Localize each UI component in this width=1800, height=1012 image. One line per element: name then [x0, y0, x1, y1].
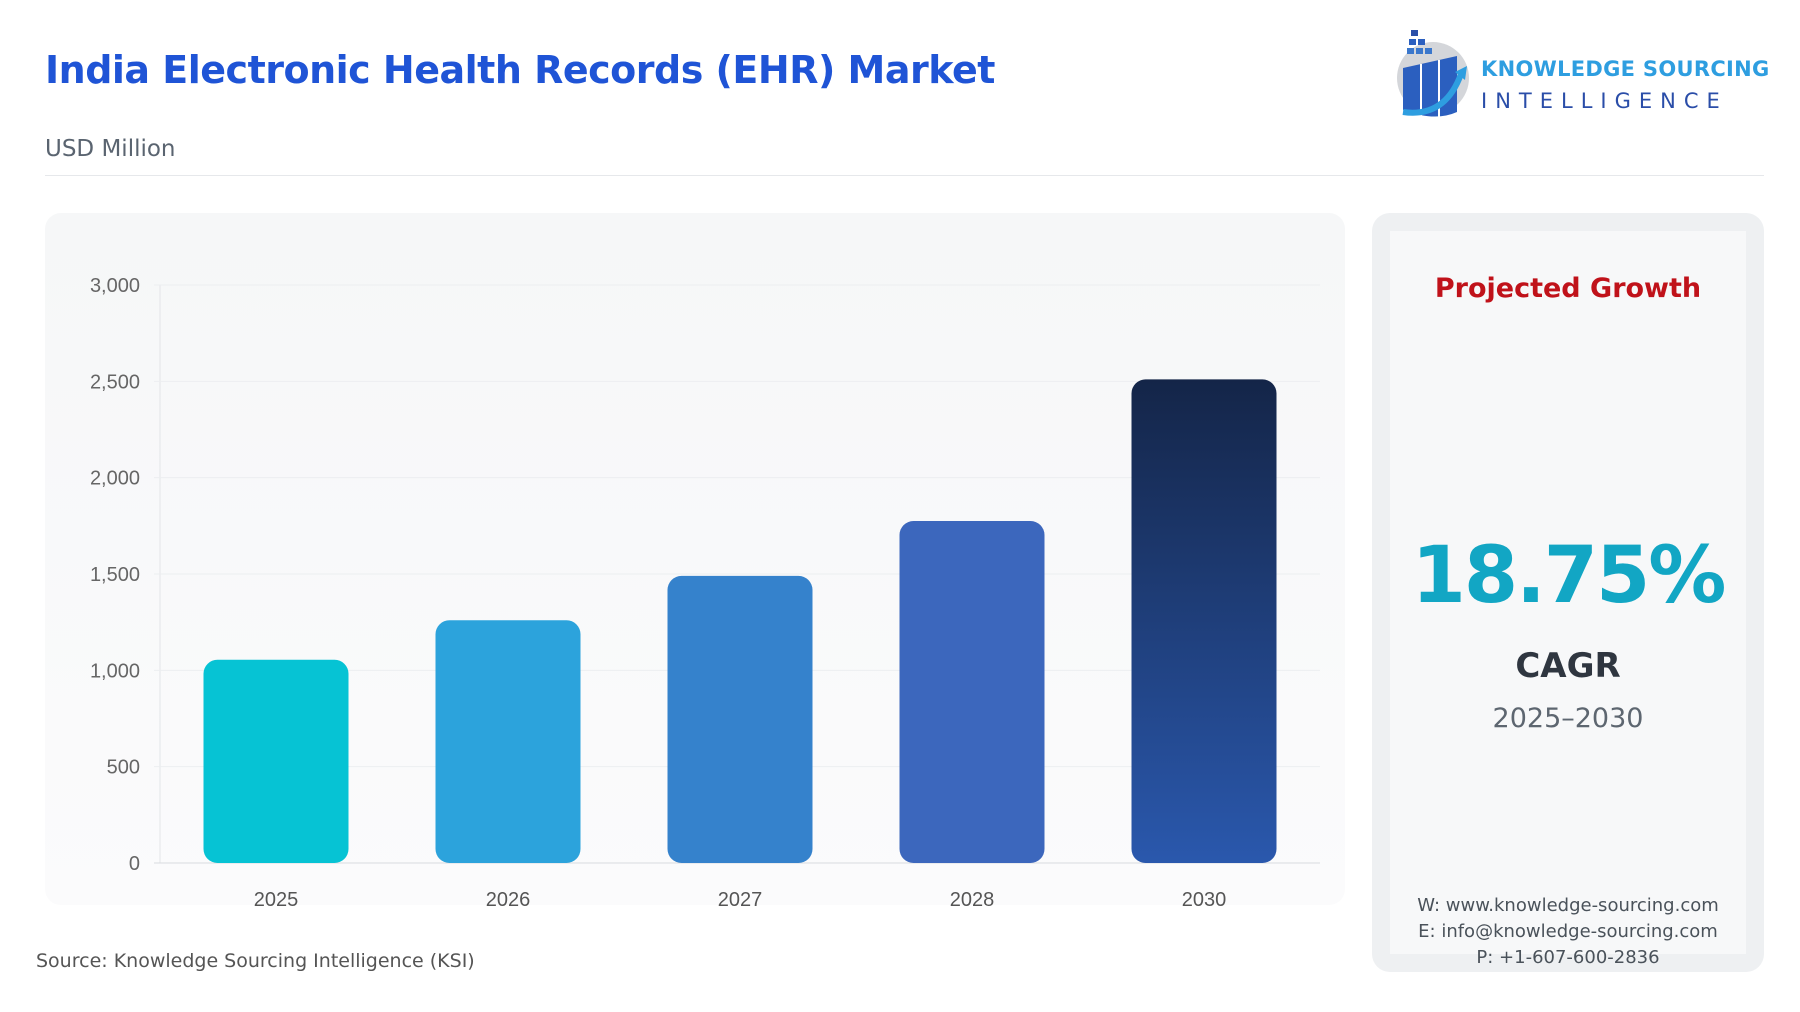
y-tick-label: 1,500 — [90, 564, 140, 586]
y-tick-label: 0 — [129, 853, 140, 875]
logo-icon — [1397, 30, 1469, 118]
unit-subtitle: USD Million — [45, 136, 176, 162]
bar-2030 — [1131, 379, 1277, 863]
bar-2026 — [435, 620, 581, 863]
y-tick-label: 500 — [107, 757, 140, 779]
bar-2028 — [899, 521, 1045, 863]
cagr-label: CAGR — [1515, 646, 1621, 686]
logo-text-line1: KNOWLEDGE SOURCING — [1481, 57, 1770, 81]
bar-2025 — [203, 659, 349, 863]
source-note: Source: Knowledge Sourcing Intelligence … — [36, 950, 475, 972]
divider — [45, 175, 1764, 176]
page-title: India Electronic Health Records (EHR) Ma… — [45, 48, 995, 92]
x-tick-label: 2027 — [718, 889, 763, 911]
projected-growth-heading: Projected Growth — [1434, 273, 1702, 304]
cagr-value: 18.75% — [1411, 531, 1727, 621]
x-tick-label: 2026 — [486, 889, 531, 911]
x-tick-label: 2030 — [1182, 889, 1227, 911]
y-tick-label: 3,000 — [90, 275, 140, 297]
bar-2027 — [667, 575, 813, 863]
y-tick-label: 2,000 — [90, 468, 140, 490]
contact-phone: P: +1-607-600-2836 — [1476, 947, 1660, 968]
contact-website[interactable]: W: www.knowledge-sourcing.com — [1417, 895, 1719, 916]
x-tick-label: 2028 — [950, 889, 995, 911]
logo-text-line2: INTELLIGENCE — [1481, 89, 1728, 113]
y-tick-label: 1,000 — [90, 660, 140, 682]
growth-panel: Projected Growth 18.75% CAGR 2025–2030 W… — [1372, 213, 1764, 972]
y-tick-label: 2,500 — [90, 371, 140, 393]
contact-email[interactable]: E: info@knowledge-sourcing.com — [1418, 921, 1718, 942]
company-logo: KNOWLEDGE SOURCING INTELLIGENCE — [1395, 26, 1785, 118]
cagr-period: 2025–2030 — [1492, 703, 1644, 734]
bar-chart: 0 500 1,000 1,500 2,000 2,500 3,000 2025 2026 202… — [90, 275, 1320, 911]
x-tick-label: 2025 — [254, 889, 299, 911]
